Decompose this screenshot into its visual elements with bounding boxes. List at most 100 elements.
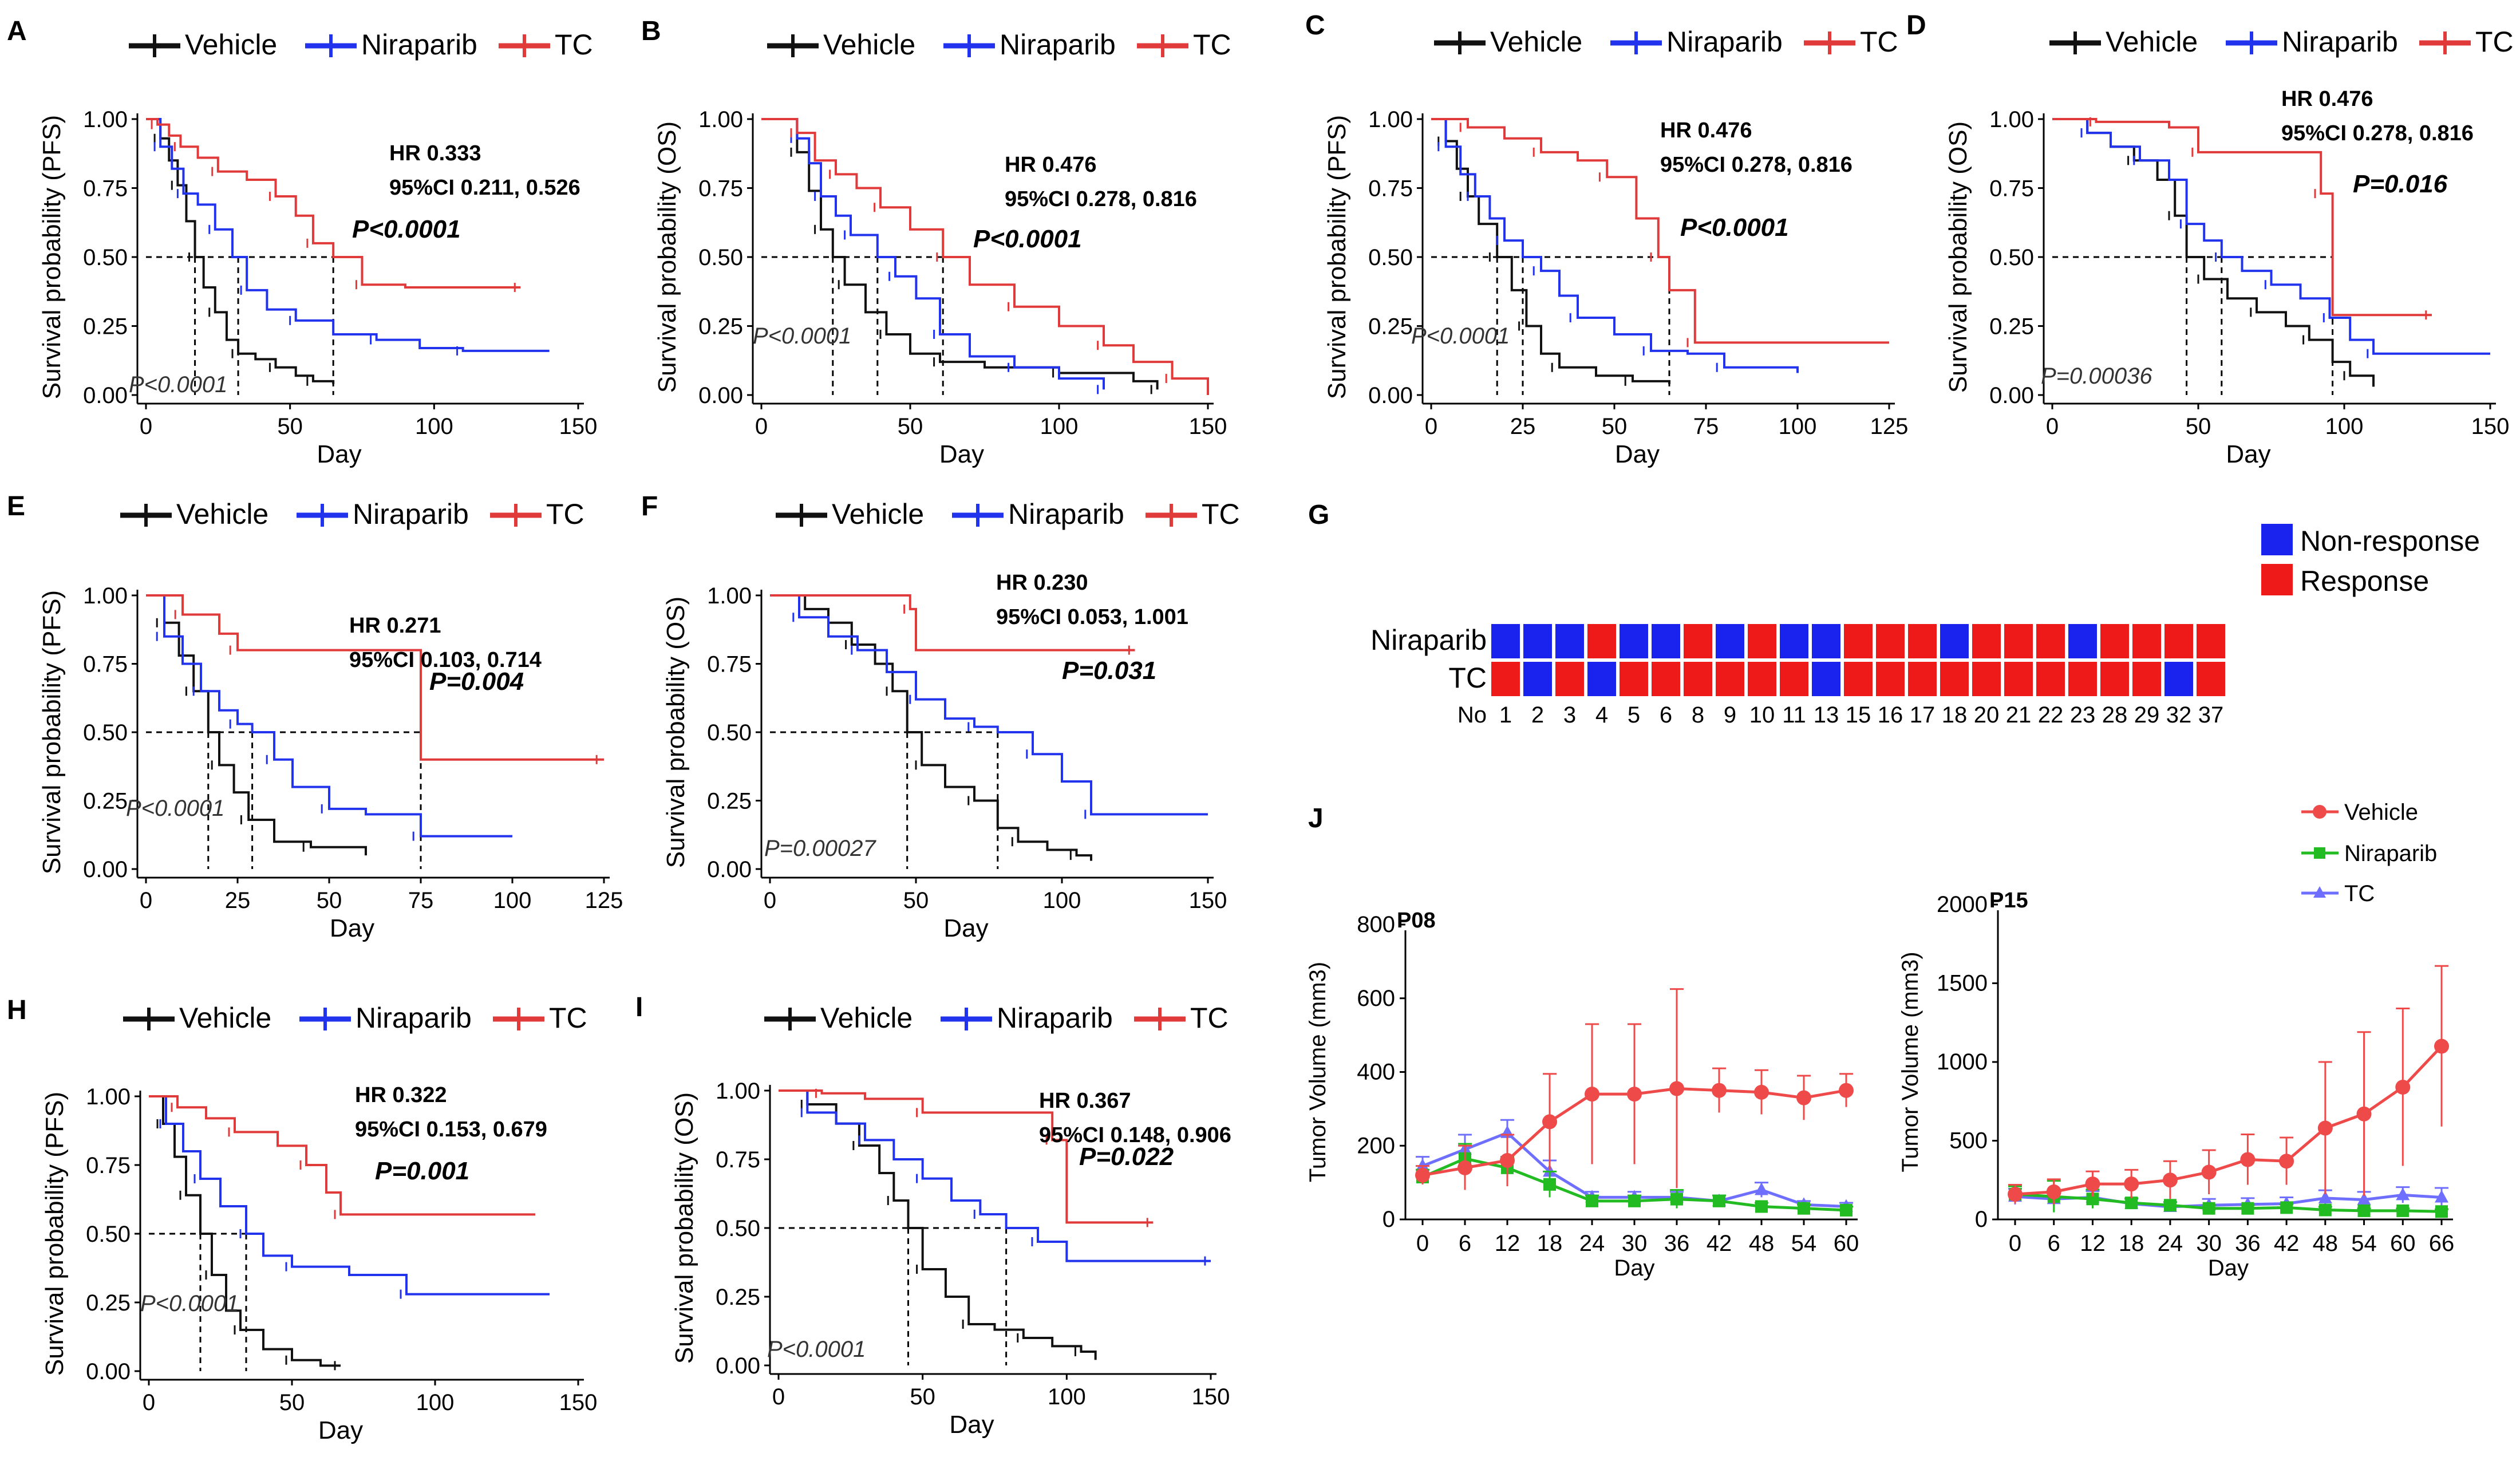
x-tick-label: 100 [1779, 414, 1817, 439]
legend-label-tc: TC [549, 1002, 587, 1034]
y-tick-label: 0.50 [83, 245, 128, 270]
tv-point-vehicle [2046, 1184, 2061, 1199]
legend-label-niraparib: Niraparib [2282, 26, 2398, 58]
tv-point-vehicle [2162, 1172, 2178, 1188]
km-curve-tc [149, 1095, 535, 1216]
km-curve-tc [770, 594, 1135, 651]
heatmap-cell [1748, 662, 1776, 696]
legend-label-niraparib: Niraparib [1008, 498, 1124, 530]
heatmap-cell [1972, 624, 2001, 658]
y-tick-label: 0.75 [1368, 176, 1413, 202]
confidence-interval: 95%CI 0.153, 0.679 [355, 1118, 547, 1142]
x-tick-label: 36 [1664, 1231, 1690, 1256]
x-axis-label: Day [943, 914, 988, 942]
x-tick-label: 150 [1192, 1384, 1230, 1409]
column-label: 17 [1910, 702, 1936, 728]
column-label: 20 [1974, 702, 2000, 728]
legend-label-tc: TC [2475, 26, 2514, 58]
km-curve-tc [146, 594, 604, 761]
x-tick-label: 48 [2313, 1231, 2339, 1256]
heatmap-cell [1780, 662, 1808, 696]
panel-letter: G [1308, 500, 1329, 530]
x-tick-label: 60 [2390, 1231, 2416, 1256]
logrank-p: P=0.00036 [2041, 364, 2152, 389]
x-tick-label: 42 [2274, 1231, 2300, 1256]
column-label: 18 [1942, 702, 1968, 728]
y-tick-label: 1.00 [1368, 107, 1413, 132]
legend-label-vehicle: Vehicle [820, 1002, 913, 1034]
heatmap-cell [2197, 662, 2225, 696]
y-axis-label: Survival probability (PFS) [38, 115, 66, 399]
heatmap-cell [1908, 624, 1937, 658]
column-label: 8 [1692, 702, 1704, 728]
x-tick-label: 75 [408, 888, 434, 913]
tv-point-niraparib [2163, 1199, 2177, 1212]
confidence-interval: 95%CI 0.278, 0.816 [1005, 187, 1197, 211]
x-tick-label: 150 [1189, 888, 1227, 913]
km-panel-F: F Vehicle Niraparib TC 0.00 0.25 0.50 0.75 1.00 0… [641, 491, 1240, 942]
column-label: 23 [2070, 702, 2096, 728]
y-axis-label: Survival probability (OS) [1944, 121, 1972, 393]
heatmap-cell [1716, 662, 1744, 696]
x-tick-label: 100 [2325, 414, 2364, 439]
y-tick-label: 0.25 [707, 789, 752, 814]
confidence-interval: 95%CI 0.278, 0.816 [2281, 121, 2474, 145]
legend-label-vehicle: Vehicle [1490, 26, 1582, 58]
heatmap-cell [2068, 624, 2097, 658]
p-value: P=0.031 [1062, 657, 1156, 685]
km-curve-niraparib [770, 594, 1208, 816]
hazard-ratio: HR 0.367 [1039, 1089, 1131, 1113]
panel-letter: B [641, 16, 661, 46]
y-tick-label: 0.00 [698, 383, 743, 408]
x-axis-label: Day [318, 1416, 363, 1444]
hazard-ratio: HR 0.476 [1005, 153, 1097, 177]
km-curve-niraparib [146, 118, 550, 352]
x-tick-label: 0 [2046, 414, 2059, 439]
logrank-p: P<0.0001 [129, 372, 227, 397]
column-label: 5 [1628, 702, 1640, 728]
y-tick-label: 0.25 [1989, 314, 2034, 339]
p-value: P<0.0001 [1680, 214, 1789, 242]
heatmap-cell [1523, 662, 1552, 696]
column-label: 15 [1846, 702, 1871, 728]
legend-label-vehicle: Vehicle [176, 498, 268, 530]
heatmap-cell [1716, 624, 1744, 658]
legend-label-nonresponse: Non-response [2300, 525, 2480, 557]
heatmap-cell [1652, 624, 1680, 658]
x-tick-label: 0 [764, 888, 776, 913]
heatmap-cell [1652, 662, 1680, 696]
heatmap-cell [2068, 662, 2097, 696]
tv-point-vehicle [1754, 1084, 1769, 1100]
heatmap-cell [1620, 624, 1648, 658]
x-tick-label: 150 [559, 414, 598, 439]
y-tick-label: 1.00 [1989, 107, 2034, 132]
tv-point-niraparib [2241, 1202, 2254, 1215]
x-tick-label: 0 [140, 414, 152, 439]
x-tick-label: 36 [2235, 1231, 2261, 1256]
legend-label-niraparib: Niraparib [353, 498, 469, 530]
tv-point-vehicle [2124, 1176, 2139, 1192]
panel-letter: F [641, 491, 658, 522]
x-tick-label: 0 [2009, 1231, 2021, 1256]
y-axis-label: Survival probability (PFS) [38, 590, 66, 874]
km-panel-I: I Vehicle Niraparib TC 0.00 0.25 0.50 0.75 1.00 0… [635, 992, 1231, 1439]
tv-point-vehicle [1839, 1083, 1854, 1098]
x-tick-label: 18 [2119, 1231, 2144, 1256]
column-label: 9 [1724, 702, 1736, 728]
x-tick-label: 50 [1602, 414, 1628, 439]
tv-point-vehicle [2317, 1120, 2333, 1136]
y-tick-label: 2000 [1937, 892, 1988, 917]
km-curve-niraparib [1431, 118, 1799, 373]
y-tick-label: 0 [1975, 1207, 1988, 1232]
tv-legend-label-vehicle: Vehicle [2344, 800, 2418, 825]
x-axis-label: Day [939, 440, 984, 468]
x-tick-label: 50 [898, 414, 923, 439]
x-axis-label: Day [2226, 440, 2270, 468]
logrank-p: P<0.0001 [126, 796, 224, 821]
legend-swatch-nonresponse [2261, 524, 2293, 555]
tv-line-niraparib [2015, 1193, 2442, 1213]
x-tick-label: 50 [317, 888, 342, 913]
legend-label-niraparib: Niraparib [1000, 29, 1116, 61]
y-tick-label: 0.50 [1989, 245, 2034, 270]
column-label: 3 [1563, 702, 1576, 728]
